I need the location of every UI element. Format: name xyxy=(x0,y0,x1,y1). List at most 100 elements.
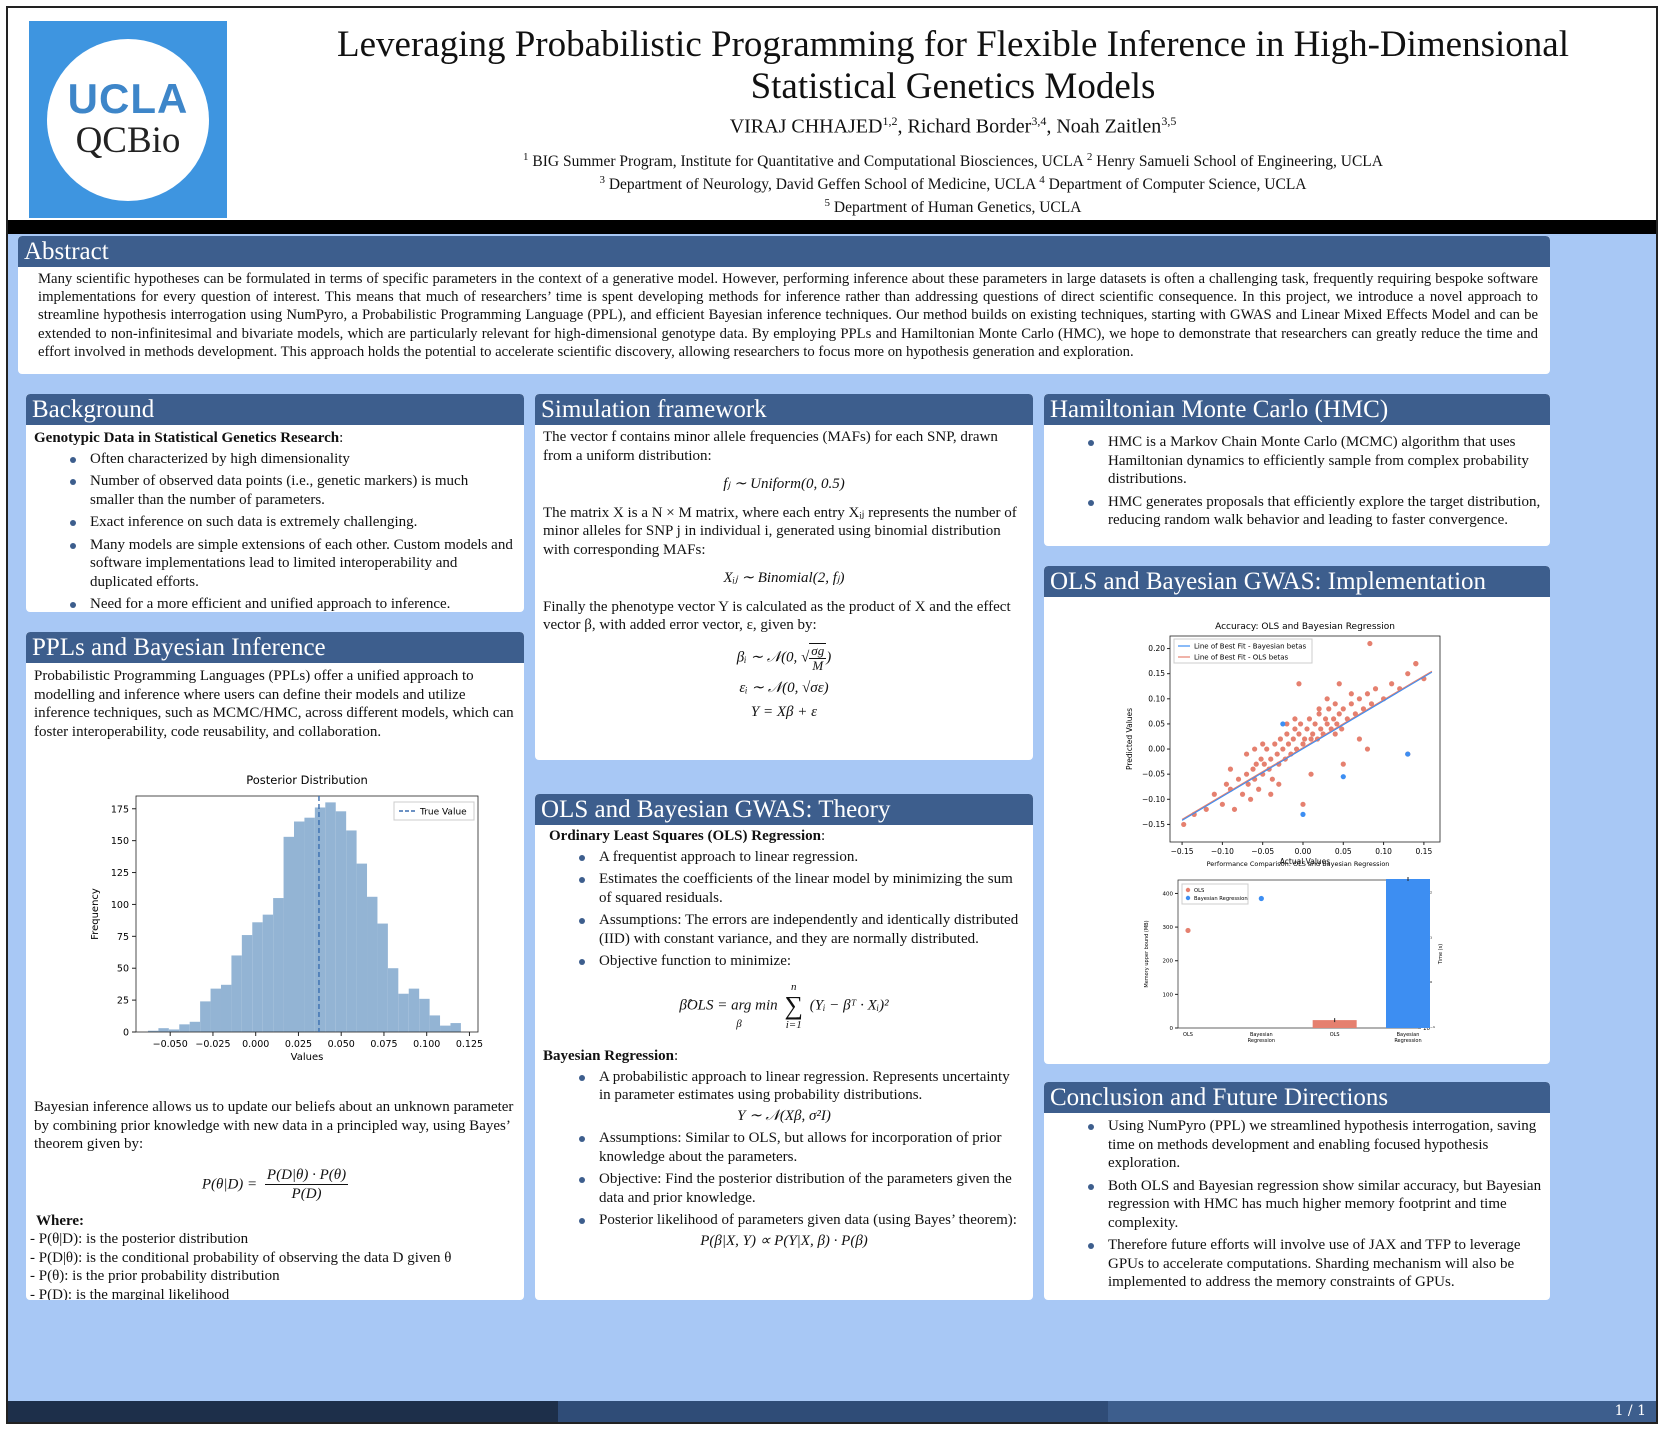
ols-point xyxy=(1292,726,1298,732)
simulation-p2: The matrix X is a N × M matrix, where ea… xyxy=(543,504,1017,558)
hist-bar xyxy=(283,836,295,1032)
hmc-title: Hamiltonian Monte Carlo (HMC) xyxy=(1044,394,1550,425)
author-affiliation-marker: 1,2 xyxy=(882,114,898,128)
ols-point xyxy=(1297,721,1304,727)
hist-bar xyxy=(262,914,274,1032)
perf-left-tick-label: 300 xyxy=(1163,925,1174,931)
affiliation-line-1: 1 BIG Summer Program, Institute for Quan… xyxy=(258,148,1648,171)
hist-xtick-label: 0.100 xyxy=(413,1039,440,1050)
best-fit-line xyxy=(1181,671,1433,821)
background-list-item: Many models are simple extensions of eac… xyxy=(34,536,516,592)
implementation-title: OLS and Bayesian GWAS: Implementation xyxy=(1044,566,1550,597)
ols-point xyxy=(1340,706,1346,712)
scatter-ytick-label: −0.05 xyxy=(1142,770,1165,779)
abstract-block: Abstract Many scientific hypotheses can … xyxy=(18,236,1550,374)
ols-point xyxy=(1413,661,1419,667)
affiliation-marker: 1 xyxy=(523,151,529,163)
hist-bar xyxy=(294,821,305,1032)
bayes-eq-lhs: P(θ|D) = xyxy=(201,1175,258,1192)
ols-point xyxy=(1268,791,1274,797)
where-item: - P(θ): is the prior probability distrib… xyxy=(30,1268,280,1284)
ols-point xyxy=(1332,701,1338,707)
affiliation-marker: 2 xyxy=(1086,151,1093,163)
ols-point xyxy=(1334,721,1340,727)
ols-point xyxy=(1304,726,1310,732)
hist-bar xyxy=(367,896,378,1032)
title-line-2: Statistical Genetics Models xyxy=(750,66,1156,107)
ppl-intro: Probabilistic Programming Languages (PPL… xyxy=(34,668,514,740)
hist-bar xyxy=(179,1024,190,1032)
ols-point xyxy=(1339,726,1345,732)
ols-point xyxy=(1324,696,1330,702)
perf-left-tick-label: 100 xyxy=(1163,992,1174,998)
scatter-xtick-label: 0.15 xyxy=(1416,847,1433,856)
ols-point xyxy=(1264,746,1270,752)
ols-list-item: Objective function to minimize: xyxy=(543,952,1025,971)
perf-category-label: OLS xyxy=(1330,1032,1340,1038)
ppl-block: PPLs and Bayesian Inference Probabilisti… xyxy=(26,632,524,1300)
simulation-eq-binomial: Xᵢⱼ ∼ Binomial(2, fⱼ) xyxy=(723,570,845,586)
hmc-list: HMC is a Markov Chain Monte Carlo (MCMC)… xyxy=(1052,433,1542,530)
perf-legend-swatch xyxy=(1185,887,1191,893)
ols-point xyxy=(1290,736,1296,742)
where-item: - P(D): is the marginal likelihood xyxy=(30,1286,230,1301)
simulation-eq-epsilon: εᵢ ∼ 𝒩(0, √σε) xyxy=(739,679,829,696)
affiliation-line-2: 3 Department of Neurology, David Geffen … xyxy=(258,171,1648,194)
hist-xtick-label: 0.125 xyxy=(456,1039,483,1050)
background-list-item: Often characterized by high dimensionali… xyxy=(34,450,516,469)
ols-point xyxy=(1243,751,1250,757)
scatter-ylabel: Predicted Values xyxy=(1125,708,1134,770)
memory-point xyxy=(1258,895,1264,902)
hist-ylabel: Frequency xyxy=(90,888,101,940)
hist-ytick-label: 100 xyxy=(111,900,129,911)
ols-point xyxy=(1316,711,1322,717)
ols-point xyxy=(1318,726,1324,732)
ols-point xyxy=(1276,781,1282,787)
simulation-eq-uniform: fⱼ ∼ Uniform(0, 0.5) xyxy=(723,476,845,492)
bayes-theorem-equation: P(θ|D) = P(D|θ) · P(θ) P(D) xyxy=(34,1166,516,1204)
affiliation-text: Department of Human Genetics, UCLA xyxy=(830,199,1082,217)
ols-point xyxy=(1405,671,1411,677)
bayes-regression-equation: Y ∼ 𝒩(Xβ, σ²I) xyxy=(737,1107,831,1124)
ols-list-item: A frequentist approach to linear regress… xyxy=(543,848,1025,867)
author-list: VIRAJ CHHAJED1,2, Richard Border3,4, Noa… xyxy=(729,114,1177,138)
hist-bar xyxy=(429,1015,441,1032)
background-list-item: Exact inference on such data is extremel… xyxy=(34,513,516,532)
poster-footer: 1 / 1 xyxy=(8,1401,1656,1422)
ols-point xyxy=(1331,716,1337,722)
performance-comparison-chart: Performance Comparison: OLS and Bayesian… xyxy=(1144,860,1444,1044)
conclusion-title: Conclusion and Future Directions xyxy=(1044,1082,1550,1113)
hist-ytick-label: 125 xyxy=(111,868,129,879)
scatter-ytick-label: −0.15 xyxy=(1142,820,1165,829)
hist-bar xyxy=(419,998,430,1032)
ols-point xyxy=(1284,731,1290,737)
header-divider-bar xyxy=(8,220,1656,234)
footer-segment-3: 1 / 1 xyxy=(1108,1401,1656,1422)
ols-point xyxy=(1247,796,1254,802)
time-bar xyxy=(1386,879,1430,1028)
hist-bar xyxy=(147,1030,159,1032)
hist-legend-label: True Value xyxy=(419,808,467,818)
ols-point xyxy=(1258,756,1264,762)
ols-point xyxy=(1250,766,1256,772)
hist-ytick-label: 175 xyxy=(111,804,129,815)
conclusion-block: Conclusion and Future Directions Using N… xyxy=(1044,1082,1550,1300)
ols-eq-sum-top: n xyxy=(790,980,797,993)
author-affiliation-marker: 3,5 xyxy=(1161,114,1177,128)
hist-xtick-label: 0.025 xyxy=(285,1039,312,1050)
hist-bar xyxy=(252,922,263,1032)
hmc-list-item: HMC generates proposals that efficiently… xyxy=(1052,493,1542,530)
ols-objective-equation: β̂OLS = arg min n ∑ i=1 (Yᵢ − βᵀ · Xᵢ)² … xyxy=(543,981,1025,1034)
ols-point xyxy=(1231,806,1238,812)
perf-legend-box xyxy=(1181,883,1249,905)
ols-point xyxy=(1310,731,1316,737)
beta-eq-den: M xyxy=(812,657,824,673)
ols-point xyxy=(1292,716,1298,722)
hmc-block: Hamiltonian Monte Carlo (HMC) HMC is a M… xyxy=(1044,394,1550,546)
hist-bar xyxy=(200,1001,211,1032)
perf-left-tick-label: 400 xyxy=(1163,891,1174,897)
ols-point xyxy=(1301,736,1308,742)
hist-ytick-label: 0 xyxy=(123,1028,129,1039)
hist-xtick-label: 0.000 xyxy=(242,1039,269,1050)
affiliation-marker: 5 xyxy=(824,197,831,210)
